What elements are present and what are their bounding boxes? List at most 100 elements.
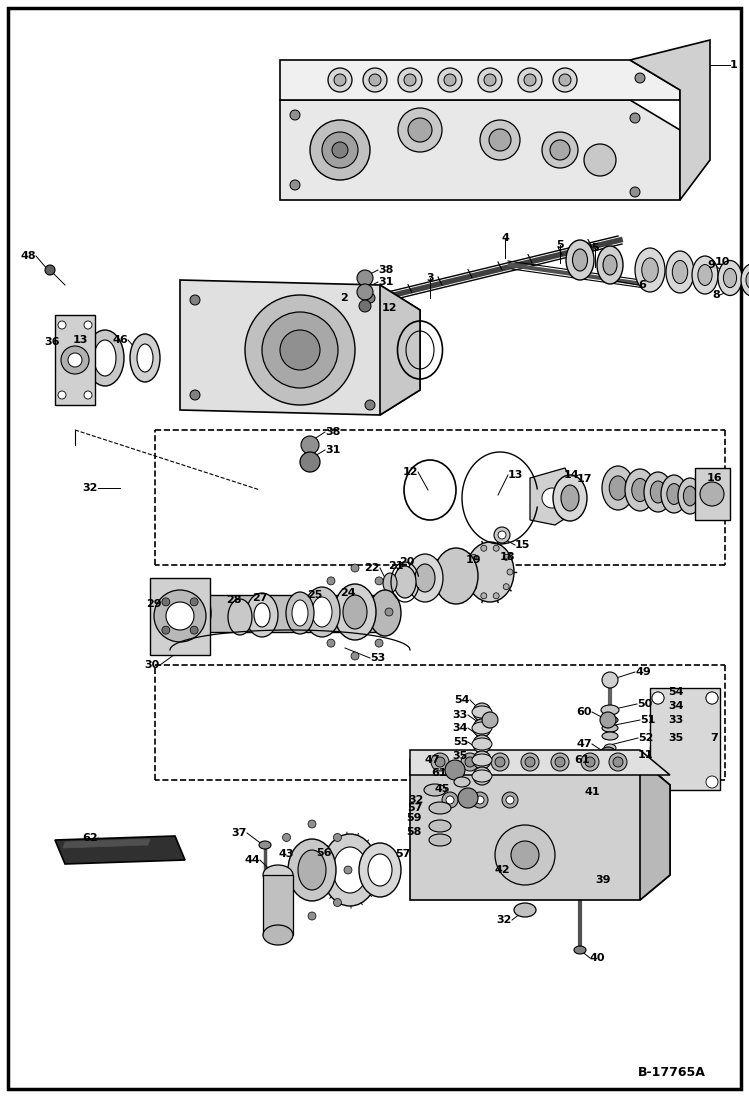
Ellipse shape bbox=[246, 593, 278, 637]
Ellipse shape bbox=[137, 344, 153, 372]
Ellipse shape bbox=[718, 260, 742, 295]
Text: 15: 15 bbox=[515, 540, 530, 550]
Ellipse shape bbox=[741, 264, 749, 296]
Circle shape bbox=[365, 400, 375, 410]
Ellipse shape bbox=[724, 269, 736, 287]
Circle shape bbox=[700, 482, 724, 506]
Circle shape bbox=[511, 841, 539, 869]
Circle shape bbox=[581, 753, 599, 771]
Circle shape bbox=[438, 68, 462, 92]
Circle shape bbox=[442, 792, 458, 808]
Circle shape bbox=[398, 108, 442, 152]
Text: 35: 35 bbox=[452, 751, 468, 761]
Circle shape bbox=[154, 590, 206, 642]
Ellipse shape bbox=[429, 802, 451, 814]
Polygon shape bbox=[410, 760, 670, 900]
Text: 34: 34 bbox=[452, 723, 468, 733]
Circle shape bbox=[518, 68, 542, 92]
Circle shape bbox=[408, 118, 432, 142]
Circle shape bbox=[652, 776, 664, 788]
Circle shape bbox=[272, 866, 280, 874]
Text: 24: 24 bbox=[340, 588, 356, 598]
Text: 46: 46 bbox=[112, 335, 128, 344]
Text: 10: 10 bbox=[715, 257, 730, 267]
Text: 14: 14 bbox=[564, 470, 580, 480]
Circle shape bbox=[357, 270, 373, 286]
Text: 61: 61 bbox=[431, 768, 447, 778]
Polygon shape bbox=[63, 839, 150, 848]
Text: 62: 62 bbox=[82, 833, 98, 842]
Ellipse shape bbox=[603, 255, 617, 275]
Circle shape bbox=[327, 577, 335, 585]
Circle shape bbox=[290, 180, 300, 190]
Ellipse shape bbox=[343, 595, 367, 629]
Text: 37: 37 bbox=[231, 828, 247, 838]
Circle shape bbox=[332, 142, 348, 158]
Polygon shape bbox=[150, 578, 210, 655]
Circle shape bbox=[630, 186, 640, 197]
Circle shape bbox=[473, 719, 491, 737]
Circle shape bbox=[553, 68, 577, 92]
Ellipse shape bbox=[86, 330, 124, 386]
Ellipse shape bbox=[263, 925, 293, 945]
Ellipse shape bbox=[644, 472, 672, 512]
Circle shape bbox=[482, 712, 498, 728]
Circle shape bbox=[308, 912, 316, 920]
Ellipse shape bbox=[369, 590, 401, 636]
Circle shape bbox=[446, 796, 454, 804]
Ellipse shape bbox=[254, 603, 270, 627]
Circle shape bbox=[476, 796, 484, 804]
Circle shape bbox=[473, 767, 491, 785]
Ellipse shape bbox=[678, 478, 702, 514]
Circle shape bbox=[471, 584, 477, 590]
Polygon shape bbox=[263, 875, 293, 935]
Circle shape bbox=[473, 703, 491, 721]
Ellipse shape bbox=[298, 850, 326, 890]
Text: 31: 31 bbox=[378, 278, 393, 287]
Circle shape bbox=[604, 754, 616, 766]
Circle shape bbox=[503, 554, 509, 561]
Text: 34: 34 bbox=[668, 701, 684, 711]
Circle shape bbox=[551, 753, 569, 771]
Circle shape bbox=[461, 753, 479, 771]
Circle shape bbox=[357, 284, 373, 299]
Circle shape bbox=[327, 640, 335, 647]
Circle shape bbox=[404, 73, 416, 86]
Text: 54: 54 bbox=[455, 695, 470, 705]
Ellipse shape bbox=[304, 587, 340, 637]
Ellipse shape bbox=[259, 841, 271, 849]
Ellipse shape bbox=[604, 744, 616, 753]
Circle shape bbox=[282, 898, 291, 906]
Circle shape bbox=[503, 584, 509, 590]
Circle shape bbox=[58, 391, 66, 399]
Text: 3: 3 bbox=[426, 273, 434, 283]
Text: 6: 6 bbox=[638, 280, 646, 290]
Circle shape bbox=[245, 295, 355, 405]
Text: 12: 12 bbox=[382, 303, 398, 313]
Circle shape bbox=[609, 753, 627, 771]
Circle shape bbox=[61, 346, 89, 374]
Circle shape bbox=[190, 626, 198, 634]
Ellipse shape bbox=[561, 485, 579, 511]
Text: 35: 35 bbox=[668, 733, 683, 743]
Circle shape bbox=[525, 757, 535, 767]
Text: 61: 61 bbox=[574, 755, 590, 765]
Text: 4: 4 bbox=[501, 233, 509, 244]
Circle shape bbox=[559, 73, 571, 86]
Ellipse shape bbox=[574, 946, 586, 954]
Circle shape bbox=[612, 774, 628, 790]
Text: 33: 33 bbox=[452, 710, 468, 720]
Ellipse shape bbox=[383, 573, 397, 593]
Circle shape bbox=[166, 602, 194, 630]
Text: 51: 51 bbox=[640, 715, 655, 725]
Ellipse shape bbox=[514, 903, 536, 917]
Circle shape bbox=[333, 834, 342, 841]
Text: 19: 19 bbox=[466, 555, 482, 565]
Ellipse shape bbox=[631, 478, 648, 501]
Circle shape bbox=[308, 819, 316, 828]
Ellipse shape bbox=[692, 256, 718, 294]
Circle shape bbox=[498, 531, 506, 539]
Circle shape bbox=[652, 692, 664, 704]
Circle shape bbox=[491, 753, 509, 771]
Polygon shape bbox=[640, 760, 670, 900]
